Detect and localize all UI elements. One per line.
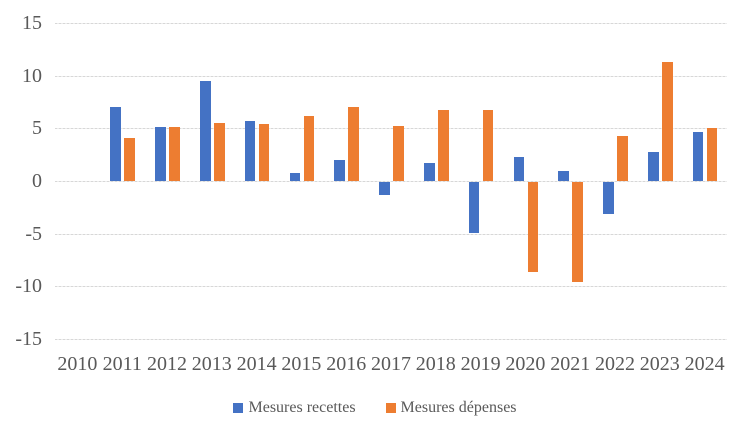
y-tick-label-5: 5 — [32, 117, 42, 140]
bar-depenses-2012 — [169, 127, 180, 181]
bar-recettes-2023 — [648, 151, 659, 181]
bar-depenses-2016 — [348, 107, 359, 181]
bar-recettes-2012 — [155, 127, 166, 181]
x-tick-label-2016: 2016 — [326, 353, 367, 375]
legend-label-recettes: Mesures recettes — [248, 399, 356, 416]
x-tick-label-2013: 2013 — [191, 353, 232, 375]
gridline-y--10 — [55, 286, 727, 288]
x-tick-label-2018: 2018 — [415, 353, 456, 375]
bar-depenses-2019 — [482, 110, 494, 181]
bar-depenses-2018 — [438, 110, 449, 181]
bar-recettes-2015 — [289, 172, 301, 181]
bar-depenses-2020 — [527, 182, 539, 272]
bar-recettes-2011 — [110, 107, 121, 181]
x-tick-label-2015: 2015 — [281, 353, 322, 375]
x-tick-label-2014: 2014 — [236, 353, 277, 375]
legend-swatch-recettes-icon — [233, 403, 244, 413]
bar-recettes-2018 — [424, 163, 435, 181]
y-tick-label--15: -15 — [15, 328, 42, 350]
legend-swatch-depenses-icon — [385, 403, 396, 413]
bar-recettes-2013 — [200, 80, 211, 181]
bar-recettes-2021 — [558, 170, 569, 181]
gridline-y-5 — [55, 128, 727, 130]
x-tick-label-2022: 2022 — [594, 353, 635, 375]
x-tick-label-2012: 2012 — [146, 353, 187, 375]
gridline-y--15 — [55, 339, 727, 340]
gridline-y-15 — [55, 23, 727, 24]
bar-depenses-2011 — [124, 137, 135, 181]
bar-depenses-2015 — [303, 115, 315, 181]
bar-recettes-2024 — [692, 131, 704, 181]
y-tick-label--10: -10 — [15, 275, 42, 298]
bar-depenses-2017 — [393, 126, 404, 181]
bar-recettes-2022 — [603, 182, 614, 214]
bar-depenses-2013 — [214, 123, 225, 181]
bar-depenses-2014 — [258, 124, 270, 181]
legend-label-depenses: Mesures dépenses — [400, 399, 517, 416]
x-tick-label-2021: 2021 — [550, 353, 591, 375]
x-tick-label-2011: 2011 — [102, 353, 142, 375]
x-tick-label-2020: 2020 — [505, 353, 546, 375]
x-tick-label-2023: 2023 — [639, 353, 680, 375]
bar-recettes-2014 — [244, 121, 256, 181]
y-tick-label-15: 15 — [22, 12, 42, 34]
plot-area — [55, 23, 727, 340]
legend-item-recettes: Mesures recettes — [233, 399, 356, 417]
bar-depenses-2023 — [662, 62, 673, 181]
bar-depenses-2024 — [706, 128, 718, 181]
bar-recettes-2019 — [468, 182, 480, 233]
x-tick-label-2024: 2024 — [684, 353, 725, 375]
bar-recettes-2017 — [379, 182, 390, 195]
bar-recettes-2016 — [334, 159, 345, 181]
bar-depenses-2022 — [617, 135, 628, 181]
gridline-y--5 — [55, 233, 727, 235]
x-tick-label-2010: 2010 — [57, 353, 98, 375]
bar-depenses-2021 — [572, 182, 583, 283]
gridline-y-10 — [55, 75, 727, 77]
x-tick-label-2019: 2019 — [460, 353, 501, 375]
y-tick-label--5: -5 — [25, 222, 42, 245]
x-tick-label-2017: 2017 — [370, 353, 411, 375]
legend-item-depenses: Mesures dépenses — [385, 399, 517, 417]
legend: Mesures recettes Mesures dépenses — [0, 399, 750, 417]
y-tick-label-0: 0 — [32, 170, 42, 192]
gridline-y-0 — [55, 181, 727, 182]
y-tick-label-10: 10 — [22, 64, 42, 87]
bar-recettes-2020 — [513, 156, 525, 181]
